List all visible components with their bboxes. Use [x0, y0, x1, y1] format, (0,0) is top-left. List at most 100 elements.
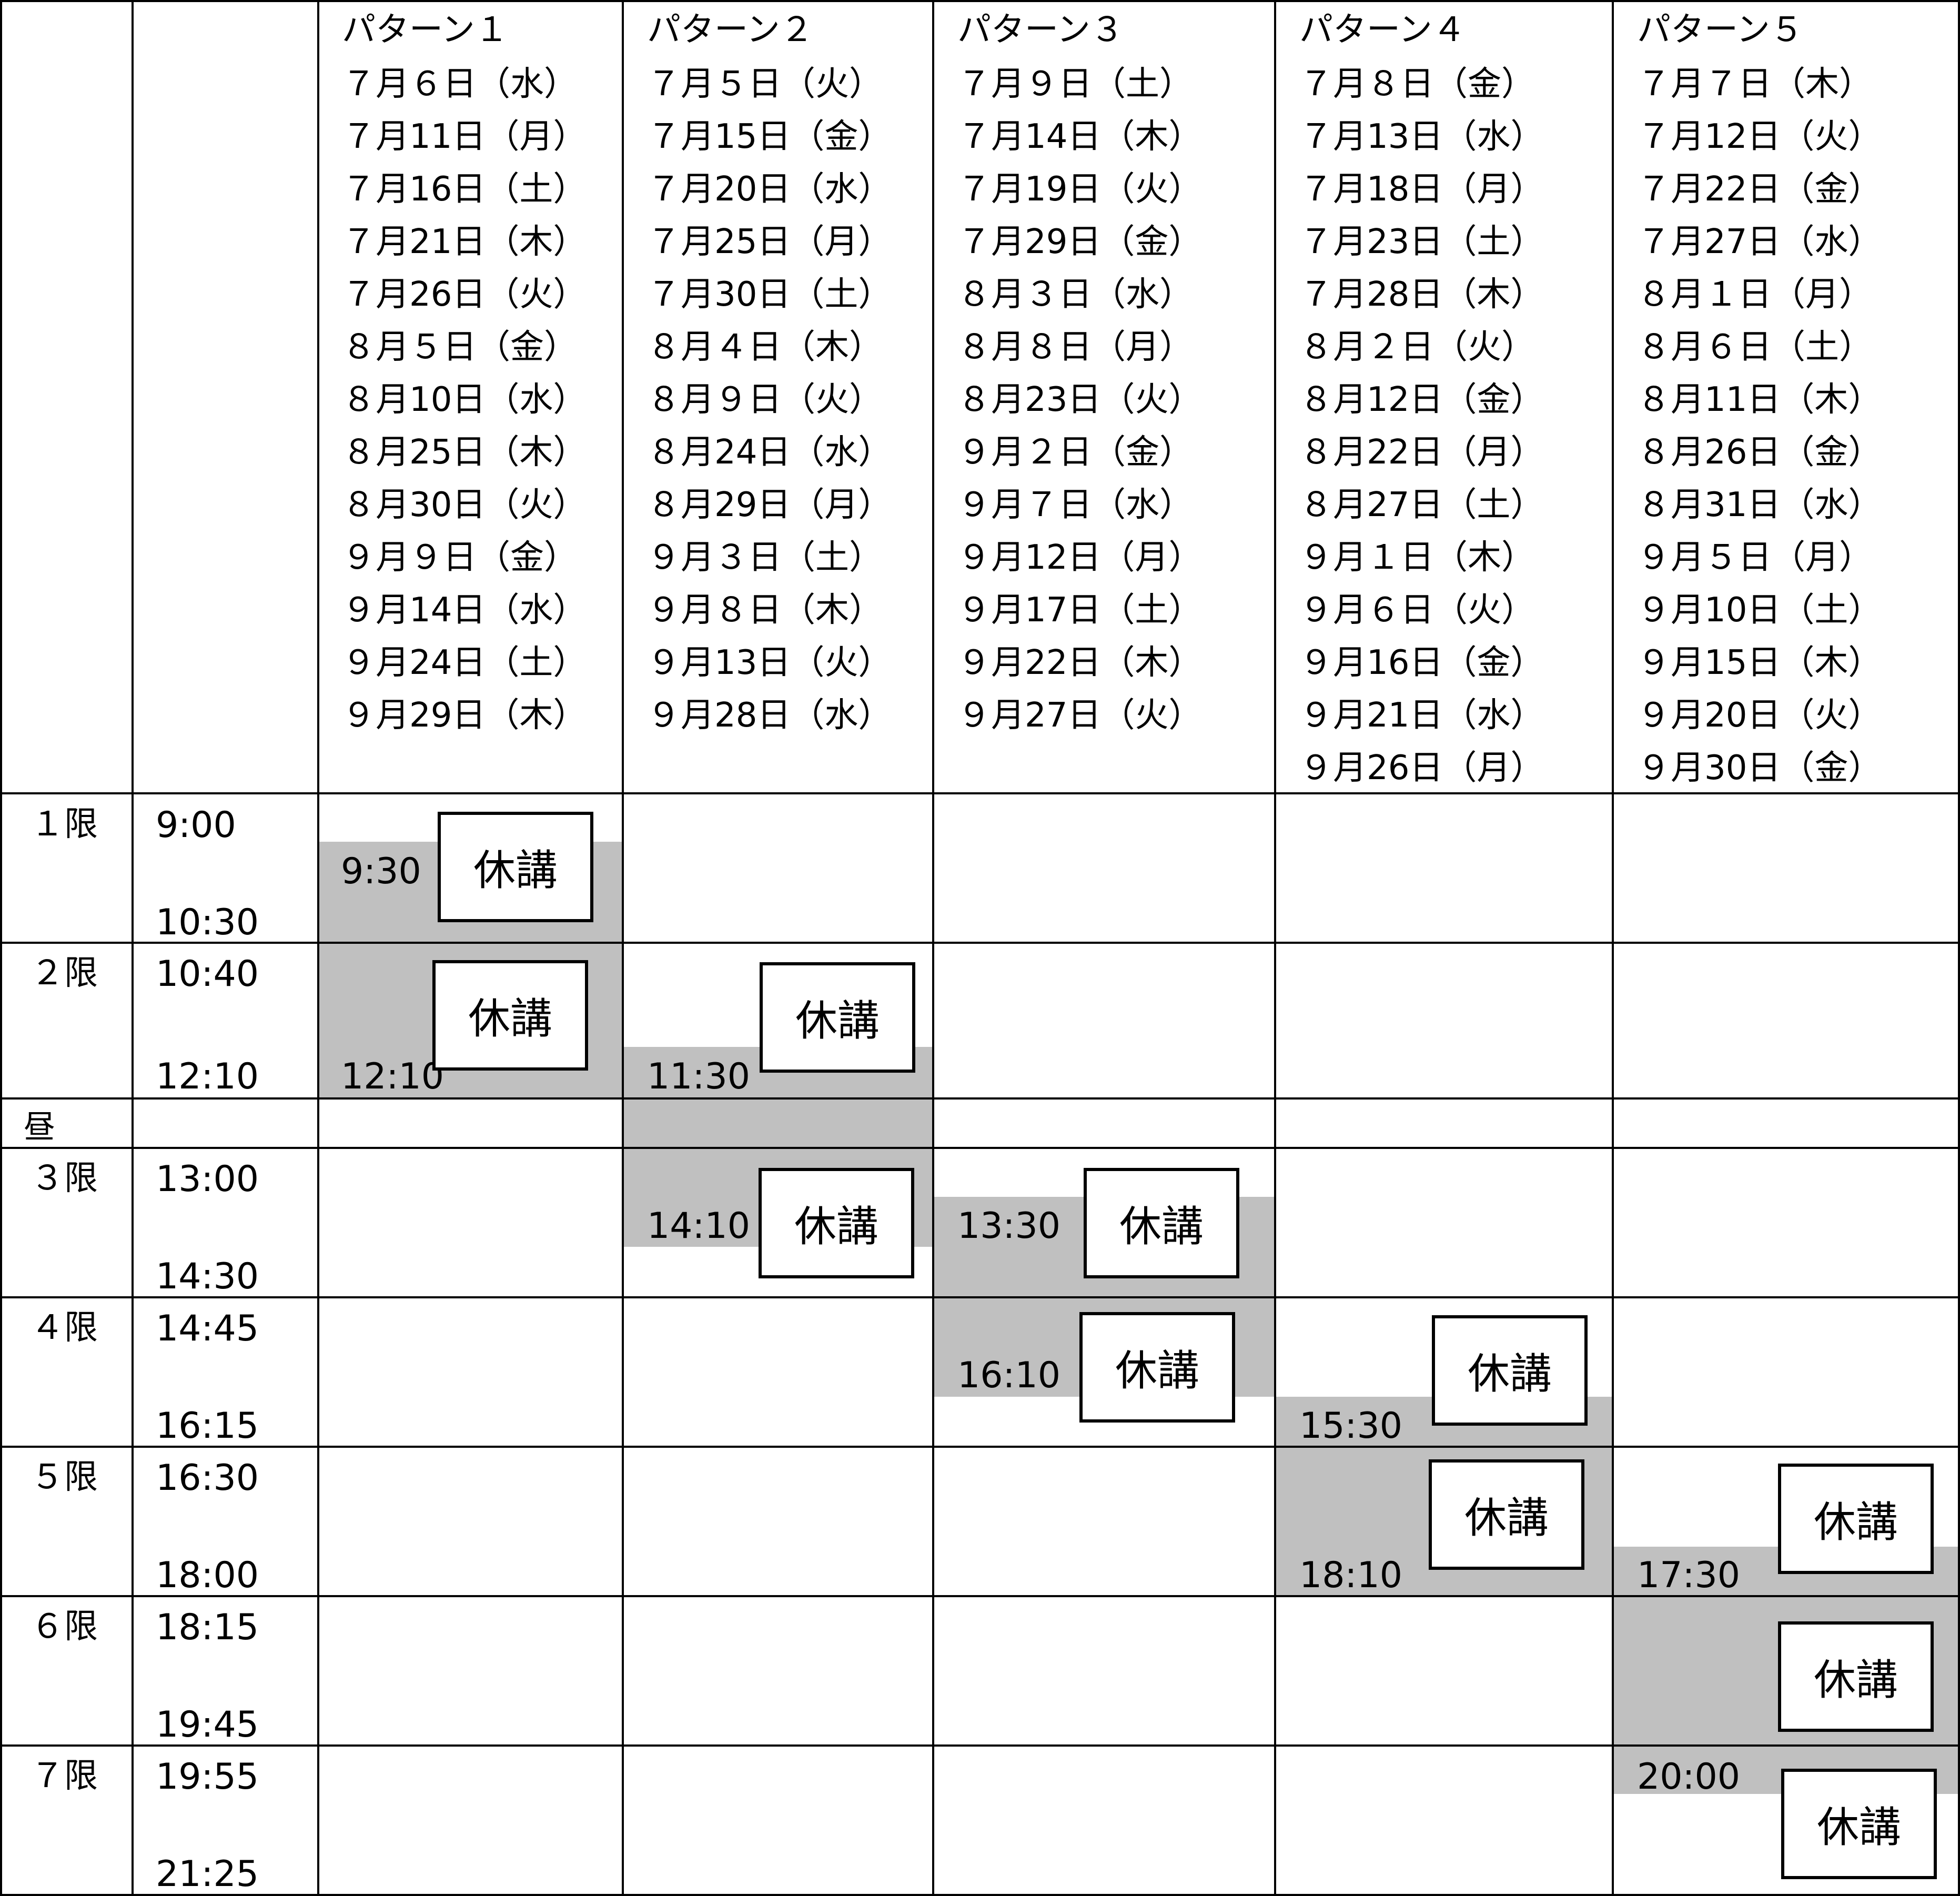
- cancel-label: 休講: [1084, 1168, 1239, 1278]
- schedule-date: ７月23日（土）: [1299, 223, 1544, 261]
- schedule-date: ７月27日（水）: [1637, 223, 1882, 261]
- cancel-label: 休講: [1432, 1315, 1588, 1426]
- schedule-date: ９月22日（木）: [957, 643, 1203, 682]
- schedule-date: ７月26日（火）: [342, 275, 587, 314]
- pattern-1-title: パターン１: [342, 11, 509, 49]
- pattern-2-title: パターン２: [647, 11, 814, 49]
- period-label: ６限: [31, 1607, 98, 1646]
- schedule-date: ８月６日（土）: [1637, 328, 1873, 367]
- pattern-4-title: パターン４: [1299, 11, 1466, 49]
- grid-line-col5: [1274, 0, 1276, 1896]
- period-end-time: 16:15: [156, 1405, 259, 1447]
- period-start-time: 10:40: [156, 953, 259, 995]
- schedule-date: ９月24日（土）: [342, 643, 587, 682]
- cancel-end-time: 20:00: [1637, 1756, 1740, 1798]
- cancel-end-time: 14:10: [647, 1205, 750, 1247]
- cancel-start-time: 17:30: [1637, 1555, 1740, 1596]
- schedule-date: ９月14日（水）: [342, 591, 587, 630]
- cancel-label: 休講: [760, 962, 915, 1073]
- cancel-label: 休講: [1778, 1464, 1934, 1574]
- schedule-date: ９月12日（月）: [957, 538, 1203, 577]
- schedule-date: ８月11日（木）: [1637, 380, 1882, 419]
- schedule-date: ９月３日（土）: [647, 538, 883, 577]
- schedule-date: ８月31日（水）: [1637, 486, 1882, 525]
- schedule-date: ８月８日（月）: [957, 328, 1193, 367]
- schedule-date: ８月24日（水）: [647, 433, 892, 472]
- grid-line-col3: [622, 0, 624, 1896]
- schedule-date: ７月11日（月）: [342, 117, 587, 156]
- period-label: ５限: [31, 1458, 98, 1497]
- period-label: １限: [31, 805, 98, 844]
- schedule-date: ９月27日（火）: [957, 696, 1203, 735]
- grid-line-col1: [132, 0, 134, 1896]
- cancel-label: 休講: [1781, 1769, 1937, 1879]
- schedule-date: ８月５日（金）: [342, 328, 578, 367]
- grid-line-col2: [317, 0, 319, 1896]
- cancel-end-time: 12:10: [341, 1056, 444, 1097]
- schedule-date: ９月９日（金）: [342, 538, 578, 577]
- period-start-time: 16:30: [156, 1457, 259, 1499]
- schedule-date: ８月22日（月）: [1299, 433, 1544, 472]
- grid-line-lunch-bottom: [0, 1147, 1960, 1149]
- schedule-date: ９月20日（火）: [1637, 696, 1882, 735]
- schedule-date: ７月18日（月）: [1299, 170, 1544, 209]
- schedule-date: ７月19日（火）: [957, 170, 1203, 209]
- grid-line-col4: [932, 0, 934, 1896]
- schedule-date: ７月20日（水）: [647, 170, 892, 209]
- schedule-date: ８月26日（金）: [1637, 433, 1882, 472]
- schedule-date: ９月２日（金）: [957, 433, 1193, 472]
- schedule-date: ７月６日（水）: [342, 65, 578, 104]
- schedule-date: ９月７日（水）: [957, 486, 1193, 525]
- schedule-date: ７月16日（土）: [342, 170, 587, 209]
- schedule-date: ９月15日（木）: [1637, 643, 1882, 682]
- cancel-start-time: 13:30: [957, 1205, 1060, 1247]
- schedule-date: ８月25日（木）: [342, 433, 587, 472]
- schedule-date: ８月10日（水）: [342, 380, 587, 419]
- period-label: ４限: [31, 1308, 98, 1347]
- pattern-2-date-list: ７月５日（火） ７月15日（金） ７月20日（水） ７月25日（月） ７月30日（土） ８…: [647, 58, 892, 742]
- schedule-date: ９月21日（水）: [1299, 696, 1544, 735]
- schedule-date: ９月17日（土）: [957, 591, 1203, 630]
- grid-line-period4-bottom: [0, 1446, 1960, 1448]
- schedule-date: ９月13日（火）: [647, 643, 892, 682]
- pattern-5-date-list: ７月７日（木） ７月12日（火） ７月22日（金） ７月27日（水） ８月１日（月） ８月…: [1637, 58, 1882, 794]
- period-label: ２限: [31, 954, 98, 993]
- schedule-date: ８月１日（月）: [1637, 275, 1873, 314]
- pattern-5-title: パターン５: [1637, 11, 1804, 49]
- cancel-start-time: 9:30: [341, 851, 421, 892]
- schedule-date: ７月28日（木）: [1299, 275, 1544, 314]
- schedule-date: ７月21日（木）: [342, 223, 587, 261]
- period-end-time: 19:45: [156, 1704, 259, 1746]
- schedule-date: ９月16日（金）: [1299, 643, 1544, 682]
- cancel-label: 休講: [438, 812, 593, 922]
- schedule-date: ７月22日（金）: [1637, 170, 1882, 209]
- schedule-date: ７月13日（水）: [1299, 117, 1544, 156]
- schedule-date: ７月９日（土）: [957, 65, 1193, 104]
- grid-line-right: [1958, 0, 1960, 1896]
- period-start-time: 14:45: [156, 1308, 259, 1349]
- period-start-time: 18:15: [156, 1607, 259, 1648]
- period-end-time: 14:30: [156, 1256, 259, 1297]
- schedule-date: ７月12日（火）: [1637, 117, 1882, 156]
- cancel-end-time: 16:10: [957, 1355, 1060, 1396]
- grid-line-col6: [1612, 0, 1614, 1896]
- grid-line-period6-bottom: [0, 1744, 1960, 1747]
- grid-line-period5-bottom: [0, 1595, 1960, 1597]
- period-start-time: 19:55: [156, 1756, 259, 1798]
- schedule-date: ７月30日（土）: [647, 275, 892, 314]
- schedule-date: ８月３日（水）: [957, 275, 1193, 314]
- grid-line-bottom: [0, 1894, 1960, 1896]
- period-start-time: 9:00: [156, 804, 236, 846]
- schedule-date: ７月５日（火）: [647, 65, 883, 104]
- pattern-1-date-list: ７月６日（水） ７月11日（月） ７月16日（土） ７月21日（木） ７月26日（火） ８…: [342, 58, 587, 742]
- cancel-label: 休講: [1429, 1459, 1584, 1570]
- schedule-date: ７月８日（金）: [1299, 65, 1535, 104]
- period-end-time: 12:10: [156, 1056, 259, 1097]
- schedule-date: ９月１日（木）: [1299, 538, 1535, 577]
- schedule-date: ８月29日（月）: [647, 486, 892, 525]
- cancel-label: 休講: [1778, 1621, 1934, 1732]
- schedule-date: ９月29日（木）: [342, 696, 587, 735]
- schedule-date: ９月30日（金）: [1637, 749, 1882, 788]
- schedule-date: ８月30日（火）: [342, 486, 587, 525]
